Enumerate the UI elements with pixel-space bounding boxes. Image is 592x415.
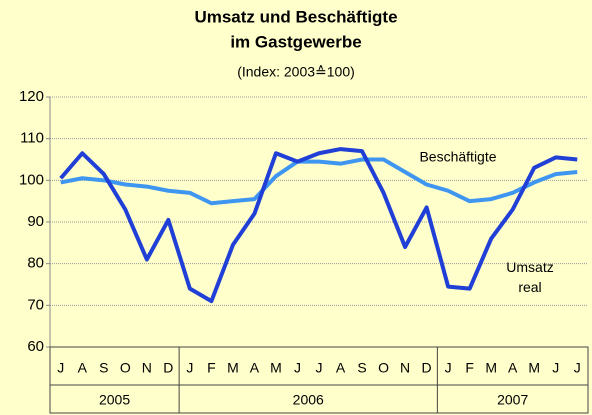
x-tick-label: J: [445, 360, 452, 376]
x-tick-label: D: [422, 360, 432, 376]
chart-title: im Gastgewerbe: [230, 32, 361, 51]
y-tick-label: 60: [27, 338, 44, 355]
x-tick-label: D: [163, 360, 173, 376]
x-tick-label: M: [227, 360, 239, 376]
series-line: [59, 147, 578, 304]
x-tick-label: A: [78, 360, 88, 376]
category-box: [49, 346, 589, 414]
series-label: Umsatz real: [506, 259, 553, 295]
x-tick-label: F: [207, 360, 216, 376]
y-tick-label: 90: [27, 213, 44, 230]
x-tick-label: J: [316, 360, 323, 376]
series-label: Beschäftigte: [419, 149, 496, 165]
y-tick-label: 110: [20, 130, 44, 147]
x-tick-label: A: [336, 360, 346, 376]
x-tick-label: J: [294, 360, 301, 376]
y-tick-label: 70: [27, 296, 44, 313]
year-label: 2007: [497, 392, 528, 408]
x-tick-label: A: [250, 360, 260, 376]
y-tick-label: 120: [19, 88, 44, 105]
x-tick-label: A: [508, 360, 518, 376]
year-label: 2005: [99, 392, 130, 408]
x-tick-label: J: [552, 360, 559, 376]
chart-title: Umsatz und Beschäftigte: [194, 7, 397, 26]
year-label: 2006: [293, 392, 324, 408]
x-tick-label: O: [378, 360, 389, 376]
x-tick-label: M: [485, 360, 497, 376]
y-tick-label: 100: [19, 171, 44, 188]
x-tick-label: S: [99, 360, 108, 376]
x-tick-label: S: [357, 360, 366, 376]
x-tick-label: J: [574, 360, 581, 376]
x-tick-label: F: [465, 360, 474, 376]
x-tick-label: M: [270, 360, 282, 376]
x-tick-label: N: [400, 360, 410, 376]
x-tick-label: M: [528, 360, 540, 376]
x-tick-label: J: [186, 360, 193, 376]
x-tick-label: J: [57, 360, 64, 376]
chart-subtitle: (Index: 2003≙100): [237, 64, 355, 80]
y-tick-label: 80: [27, 255, 44, 272]
series-line: [60, 157, 578, 206]
x-tick-label: N: [142, 360, 152, 376]
x-tick-label: O: [120, 360, 131, 376]
